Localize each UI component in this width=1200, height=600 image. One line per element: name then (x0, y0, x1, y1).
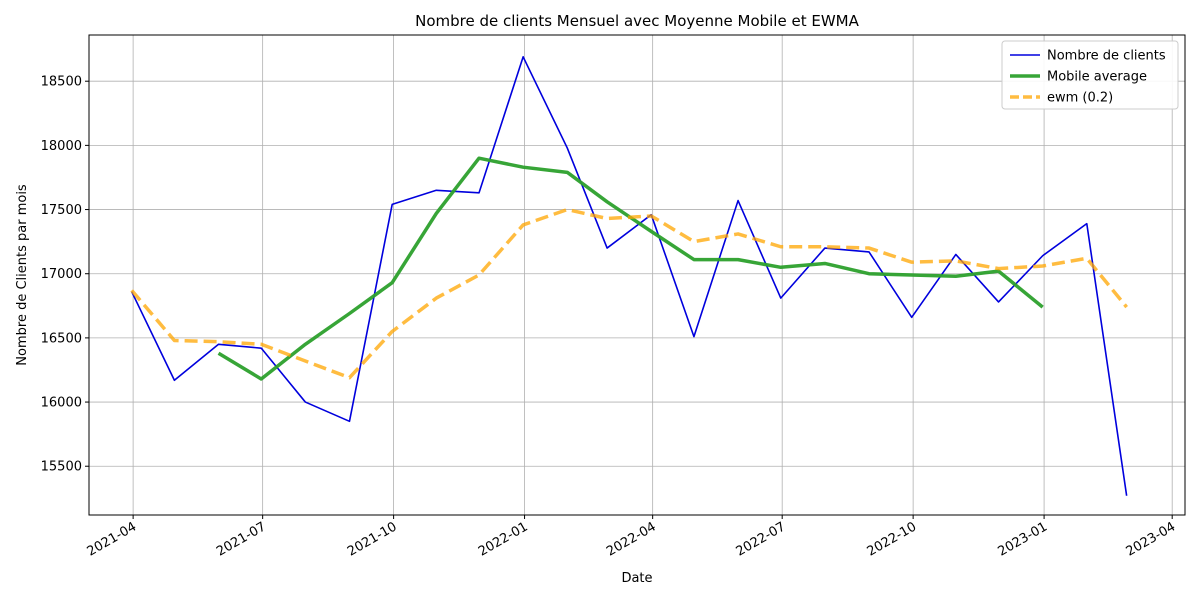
grid (89, 35, 1185, 515)
y-tick-label: 16000 (41, 396, 82, 411)
y-axis-label: Nombre de Clients par mois (15, 184, 30, 366)
legend-label: Mobile average (1047, 70, 1147, 85)
legend-label: ewm (0.2) (1047, 91, 1113, 106)
series-layer (130, 56, 1128, 496)
y-tick-label: 16500 (41, 331, 82, 346)
legend-label: Nombre de clients (1047, 49, 1166, 64)
y-tick-label: 17500 (41, 203, 82, 218)
legend: Nombre de clients Mobile average ewm (0.2) (1001, 40, 1179, 110)
y-tick-label: 17000 (41, 267, 82, 282)
series-line-3 (130, 207, 1128, 380)
chart-title: Nombre de clients Mensuel avec Moyenne M… (415, 12, 859, 30)
x-axis-label: Date (621, 571, 652, 586)
plot-frame (88, 34, 1186, 516)
y-tick-label: 18500 (41, 75, 82, 90)
y-tick-label: 18000 (41, 139, 82, 154)
legend-box (1001, 40, 1179, 110)
legend-items: Nombre de clients Mobile average ewm (0.2) (1010, 49, 1166, 106)
y-tick-label: 15500 (41, 460, 82, 475)
